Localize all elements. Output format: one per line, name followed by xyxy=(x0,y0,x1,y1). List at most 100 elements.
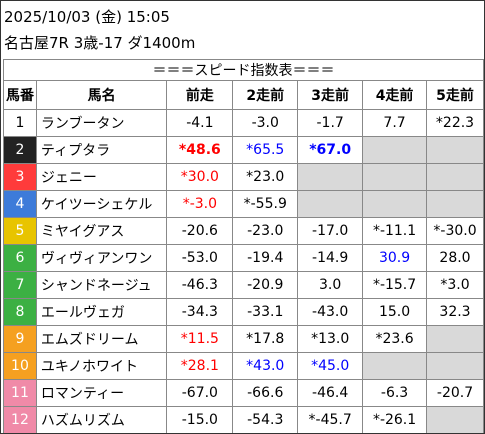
horse-number: 2 xyxy=(3,136,37,164)
column-header: 馬番 xyxy=(3,80,37,110)
horse-name: ユキノホワイト xyxy=(35,352,168,380)
horse-number: 12 xyxy=(3,406,37,433)
speed-index: *30.0 xyxy=(166,163,234,191)
speed-index: *65.5 xyxy=(232,136,299,164)
column-header: 前走 xyxy=(166,80,234,110)
race-info: 名古屋7R 3歳-17 ダ1400m xyxy=(4,34,196,52)
horse-name: ハズムリズム xyxy=(35,406,168,433)
speed-index: -6.3 xyxy=(362,379,428,407)
speed-index: -15.0 xyxy=(166,406,234,433)
column-header: 馬名 xyxy=(35,80,168,110)
empty-cell xyxy=(426,325,484,353)
horse-number: 9 xyxy=(3,325,37,353)
speed-index: *3.0 xyxy=(426,271,484,299)
horse-number: 10 xyxy=(3,352,37,380)
empty-cell xyxy=(362,352,428,380)
speed-index: 30.9 xyxy=(362,244,428,272)
speed-index: *-30.0 xyxy=(426,217,484,245)
speed-index: -1.7 xyxy=(297,109,364,137)
horse-row: 12 ハズムリズム -15.0 -54.3 *-45.7 *-26.1 xyxy=(3,406,484,433)
speed-index: *28.1 xyxy=(166,352,234,380)
horse-row: 5 ミヤイグアス -20.6 -23.0 -17.0 *-11.1 *-30.0 xyxy=(3,217,484,245)
horse-row: 3 ジェニー *30.0 *23.0 xyxy=(3,163,484,191)
speed-index: -34.3 xyxy=(166,298,234,326)
horse-name: ロマンティー xyxy=(35,379,168,407)
speed-index: -43.0 xyxy=(297,298,364,326)
horse-name: ティプタラ xyxy=(35,136,168,164)
empty-cell xyxy=(426,406,484,433)
empty-cell xyxy=(426,136,484,164)
horse-name: ケイツーシェケル xyxy=(35,190,168,218)
horse-name: ミヤイグアス xyxy=(35,217,168,245)
speed-index: -46.4 xyxy=(297,379,364,407)
column-header: 5走前 xyxy=(426,80,484,110)
speed-index: *22.3 xyxy=(426,109,484,137)
horse-number: 6 xyxy=(3,244,37,272)
speed-index: *11.5 xyxy=(166,325,234,353)
speed-index: *-55.9 xyxy=(232,190,299,218)
speed-index: *-11.1 xyxy=(362,217,428,245)
horse-number: 3 xyxy=(3,163,37,191)
speed-index: -3.0 xyxy=(232,109,299,137)
speed-index: *45.0 xyxy=(297,352,364,380)
speed-index: -20.9 xyxy=(232,271,299,299)
horse-row: 6 ヴィヴィアンワン -53.0 -19.4 -14.9 30.9 28.0 xyxy=(3,244,484,272)
column-header: 3走前 xyxy=(297,80,364,110)
speed-index: *13.0 xyxy=(297,325,364,353)
empty-cell xyxy=(362,190,428,218)
table-title: ＝＝＝スピード指数表＝＝＝ xyxy=(3,59,484,81)
speed-index: -19.4 xyxy=(232,244,299,272)
empty-cell xyxy=(297,163,364,191)
speed-index: *67.0 xyxy=(297,136,364,164)
speed-index: -53.0 xyxy=(166,244,234,272)
speed-index: -54.3 xyxy=(232,406,299,433)
horse-row: 9 エムズドリーム *11.5 *17.8 *13.0 *23.6 xyxy=(3,325,484,353)
horse-row: 7 シャンドネージュ -46.3 -20.9 3.0 *-15.7 *3.0 xyxy=(3,271,484,299)
speed-index: *48.6 xyxy=(166,136,234,164)
column-header: 2走前 xyxy=(232,80,299,110)
column-header: 4走前 xyxy=(362,80,428,110)
speed-index: *-26.1 xyxy=(362,406,428,433)
horse-number: 8 xyxy=(3,298,37,326)
horse-name: ランブータン xyxy=(35,109,168,137)
speed-index: -23.0 xyxy=(232,217,299,245)
empty-cell xyxy=(362,136,428,164)
horse-name: エムズドリーム xyxy=(35,325,168,353)
horse-row: 11 ロマンティー -67.0 -66.6 -46.4 -6.3 -20.7 xyxy=(3,379,484,407)
speed-index: 32.3 xyxy=(426,298,484,326)
horse-row: 10 ユキノホワイト *28.1 *43.0 *45.0 xyxy=(3,352,484,380)
empty-cell xyxy=(426,163,484,191)
speed-index: *-45.7 xyxy=(297,406,364,433)
horse-number: 7 xyxy=(3,271,37,299)
empty-cell xyxy=(426,190,484,218)
header-row: 馬番 馬名 前走 2走前 3走前 4走前 5走前 xyxy=(3,80,484,110)
horse-row: 8 エールヴェガ -34.3 -33.1 -43.0 15.0 32.3 xyxy=(3,298,484,326)
speed-index: -14.9 xyxy=(297,244,364,272)
speed-index: 28.0 xyxy=(426,244,484,272)
speed-index: -17.0 xyxy=(297,217,364,245)
speed-index: *43.0 xyxy=(232,352,299,380)
speed-index: *-3.0 xyxy=(166,190,234,218)
empty-cell xyxy=(297,190,364,218)
speed-table: ＝＝＝スピード指数表＝＝＝ 馬番 馬名 前走 2走前 3走前 4走前 5走前 1 ランブータン -4… xyxy=(3,59,484,433)
speed-index: *17.8 xyxy=(232,325,299,353)
speed-index: -20.6 xyxy=(166,217,234,245)
empty-cell xyxy=(362,163,428,191)
horse-number: 11 xyxy=(3,379,37,407)
horse-number: 4 xyxy=(3,190,37,218)
horse-name: シャンドネージュ xyxy=(35,271,168,299)
horse-name: ジェニー xyxy=(35,163,168,191)
speed-index: -66.6 xyxy=(232,379,299,407)
speed-index: -46.3 xyxy=(166,271,234,299)
horse-row: 2 ティプタラ *48.6 *65.5 *67.0 xyxy=(3,136,484,164)
speed-index: *23.0 xyxy=(232,163,299,191)
speed-index: *23.6 xyxy=(362,325,428,353)
horse-name: ヴィヴィアンワン xyxy=(35,244,168,272)
speed-index: 15.0 xyxy=(362,298,428,326)
speed-index: -20.7 xyxy=(426,379,484,407)
speed-index: -4.1 xyxy=(166,109,234,137)
speed-index: 7.7 xyxy=(362,109,428,137)
horse-row: 4 ケイツーシェケル *-3.0 *-55.9 xyxy=(3,190,484,218)
horse-row: 1 ランブータン -4.1 -3.0 -1.7 7.7 *22.3 xyxy=(3,109,484,137)
